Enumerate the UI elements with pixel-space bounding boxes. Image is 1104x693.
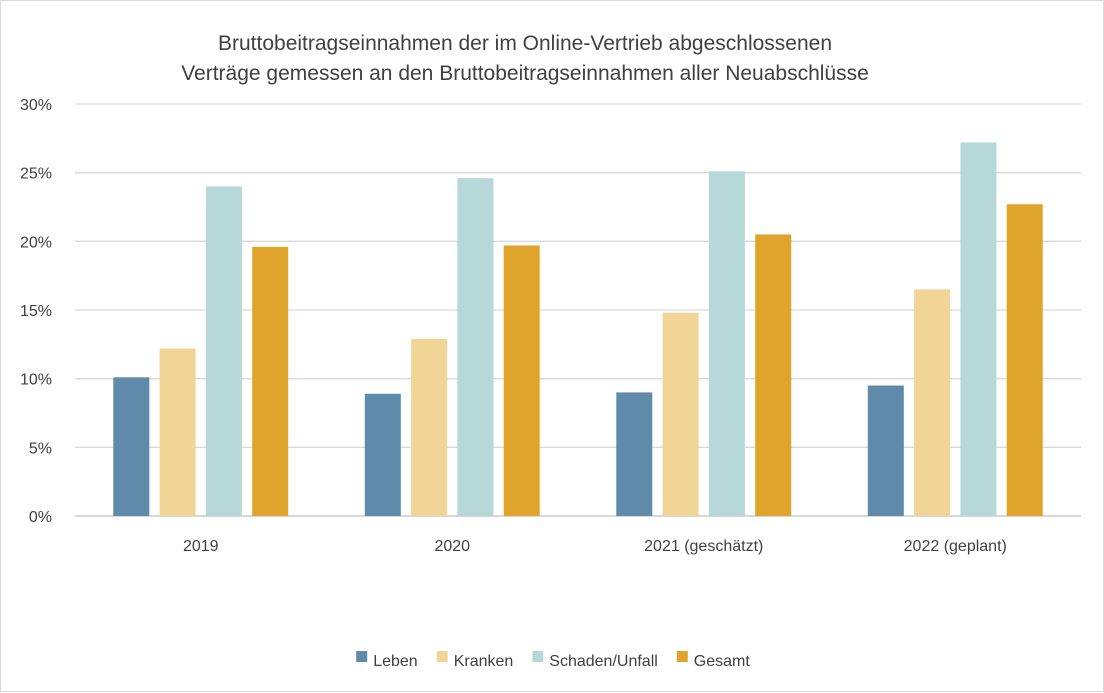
bar-schaden-unfall-2 [708, 171, 745, 516]
bar-gesamt-1 [503, 245, 540, 516]
bar-leben-0 [113, 377, 150, 516]
x-axis-category-labels: 2019 2020 2021 (geschätzt) 2022 (geplant) [183, 538, 1007, 555]
y-tick-label: 15% [20, 303, 52, 320]
y-tick-label: 25% [20, 166, 52, 183]
legend-label: Kranken [454, 653, 514, 670]
legend-swatch [436, 651, 448, 662]
bars [113, 142, 1043, 516]
bar-leben-2 [616, 392, 653, 516]
bar-kranken-0 [159, 348, 196, 516]
legend-item-kranken: Kranken [436, 651, 514, 670]
bar-kranken-3 [914, 289, 951, 516]
legend-item-leben: Leben [356, 651, 418, 670]
chart-title: Bruttobeitragseinnahmen der im Online-Ve… [181, 32, 869, 85]
legend-item-gesamt: Gesamt [676, 651, 751, 670]
legend-label: Leben [373, 653, 418, 670]
legend: Leben Kranken Schaden/Unfall Gesamt [356, 651, 750, 670]
y-tick-label: 30% [20, 97, 52, 114]
chart-title-line-1: Bruttobeitragseinnahmen der im Online-Ve… [218, 32, 832, 55]
x-category-label: 2022 (geplant) [904, 538, 1007, 555]
y-tick-label: 10% [20, 372, 52, 389]
chart-title-line-2: Verträge gemessen an den Bruttobeitragse… [181, 62, 869, 85]
bar-gesamt-2 [755, 234, 792, 516]
gridlines [75, 103, 1081, 517]
y-tick-label: 5% [29, 440, 52, 457]
legend-swatch [532, 651, 544, 662]
bar-leben-1 [364, 393, 401, 516]
x-category-label: 2020 [434, 538, 470, 555]
y-tick-label: 0% [29, 509, 52, 526]
bar-gesamt-0 [252, 246, 289, 516]
legend-label: Schaden/Unfall [549, 653, 658, 670]
bar-schaden-unfall-3 [960, 142, 997, 516]
bar-leben-3 [867, 385, 904, 516]
x-category-label: 2021 (geschätzt) [644, 538, 763, 555]
y-axis-tick-labels: 0% 5% 10% 15% 20% 25% 30% [20, 97, 52, 526]
x-category-label: 2019 [183, 538, 219, 555]
legend-swatch [356, 651, 368, 662]
y-tick-label: 20% [20, 234, 52, 251]
bar-schaden-unfall-1 [457, 178, 494, 516]
bar-kranken-1 [411, 338, 448, 516]
legend-item-schaden-unfall: Schaden/Unfall [532, 651, 658, 670]
bar-gesamt-3 [1006, 204, 1043, 516]
legend-swatch [676, 651, 688, 662]
legend-label: Gesamt [694, 653, 751, 670]
bar-kranken-2 [662, 312, 699, 516]
bar-schaden-unfall-0 [205, 186, 242, 516]
